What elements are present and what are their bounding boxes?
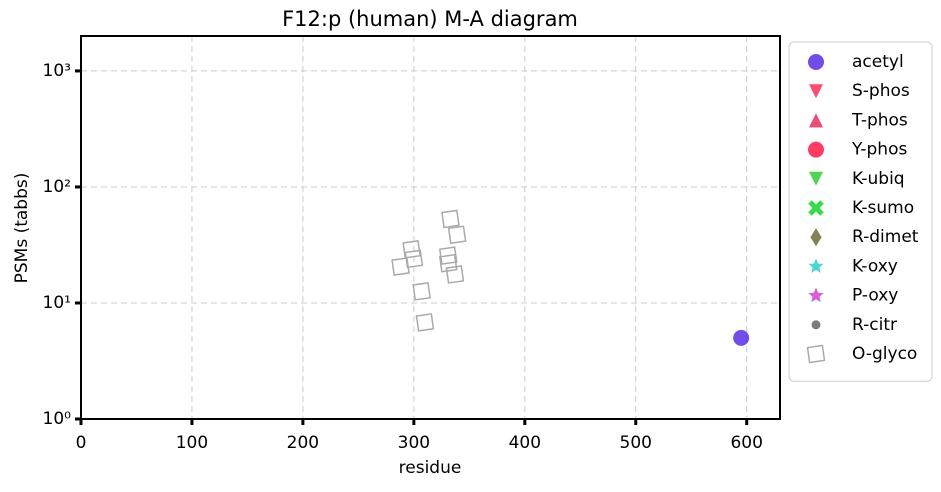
legend-label: P-oxy xyxy=(852,286,898,306)
legend-label: K-ubiq xyxy=(852,169,905,189)
point xyxy=(438,253,458,273)
y-tick-label: 10³ xyxy=(43,61,71,81)
legend-entry: R-citr xyxy=(811,315,897,335)
legend-marker xyxy=(809,171,823,186)
point xyxy=(402,240,421,259)
legend-label: O-glyco xyxy=(852,344,917,364)
legend-entry: K-sumo xyxy=(808,198,914,218)
legend-marker xyxy=(808,258,824,273)
legend-marker xyxy=(808,200,824,216)
point xyxy=(441,209,460,229)
legend-entry: K-ubiq xyxy=(809,169,905,189)
legend-label: R-citr xyxy=(852,315,897,335)
x-tick-label: 0 xyxy=(76,433,87,453)
legend-entry: T-phos xyxy=(809,110,908,130)
legend-entry: S-phos xyxy=(809,81,910,101)
point xyxy=(447,225,467,245)
legend-marker xyxy=(806,344,826,364)
point xyxy=(412,282,431,301)
point xyxy=(445,265,465,284)
x-axis-label: residue xyxy=(399,458,462,478)
legend-label: K-sumo xyxy=(852,198,914,218)
x-tick-label: 100 xyxy=(176,433,208,453)
point xyxy=(391,257,410,276)
legend-entry: Y-phos xyxy=(808,140,907,160)
plot-frame xyxy=(80,35,781,420)
point xyxy=(733,329,750,346)
x-tick-label: 200 xyxy=(287,433,319,453)
legend-label: R-dimet xyxy=(852,227,919,247)
legend-marker xyxy=(811,320,821,330)
x-tick-label: 600 xyxy=(730,433,762,453)
legend-entry: K-oxy xyxy=(808,256,898,276)
legend-label: T-phos xyxy=(851,110,908,130)
chart-title: F12:p (human) M-A diagram xyxy=(282,7,578,31)
legend-label: Y-phos xyxy=(851,140,907,160)
y-axis-label: PSMs (tabbs) xyxy=(12,173,32,284)
legend-marker xyxy=(809,84,823,99)
y-tick-label: 10¹ xyxy=(43,293,71,313)
legend-marker xyxy=(808,141,824,158)
y-tick-label: 10² xyxy=(43,177,71,197)
point xyxy=(415,313,435,332)
legend-box xyxy=(788,41,933,382)
legend-entry: acetyl xyxy=(808,52,904,72)
y-tick-label: 10⁰ xyxy=(43,409,72,429)
legend-label: acetyl xyxy=(852,52,904,72)
legend-entry: P-oxy xyxy=(808,286,898,306)
legend-label: K-oxy xyxy=(852,256,898,276)
legend-entry: R-dimet xyxy=(810,227,919,247)
legend-marker xyxy=(808,287,824,303)
legend-marker xyxy=(809,113,823,128)
legend-label: S-phos xyxy=(852,81,910,101)
x-tick-label: 500 xyxy=(620,433,652,453)
x-tick-label: 400 xyxy=(509,433,541,453)
legend-entry: O-glyco xyxy=(806,344,917,364)
legend-marker xyxy=(810,228,822,247)
x-tick-label: 300 xyxy=(398,433,430,453)
legend-marker xyxy=(808,54,824,70)
